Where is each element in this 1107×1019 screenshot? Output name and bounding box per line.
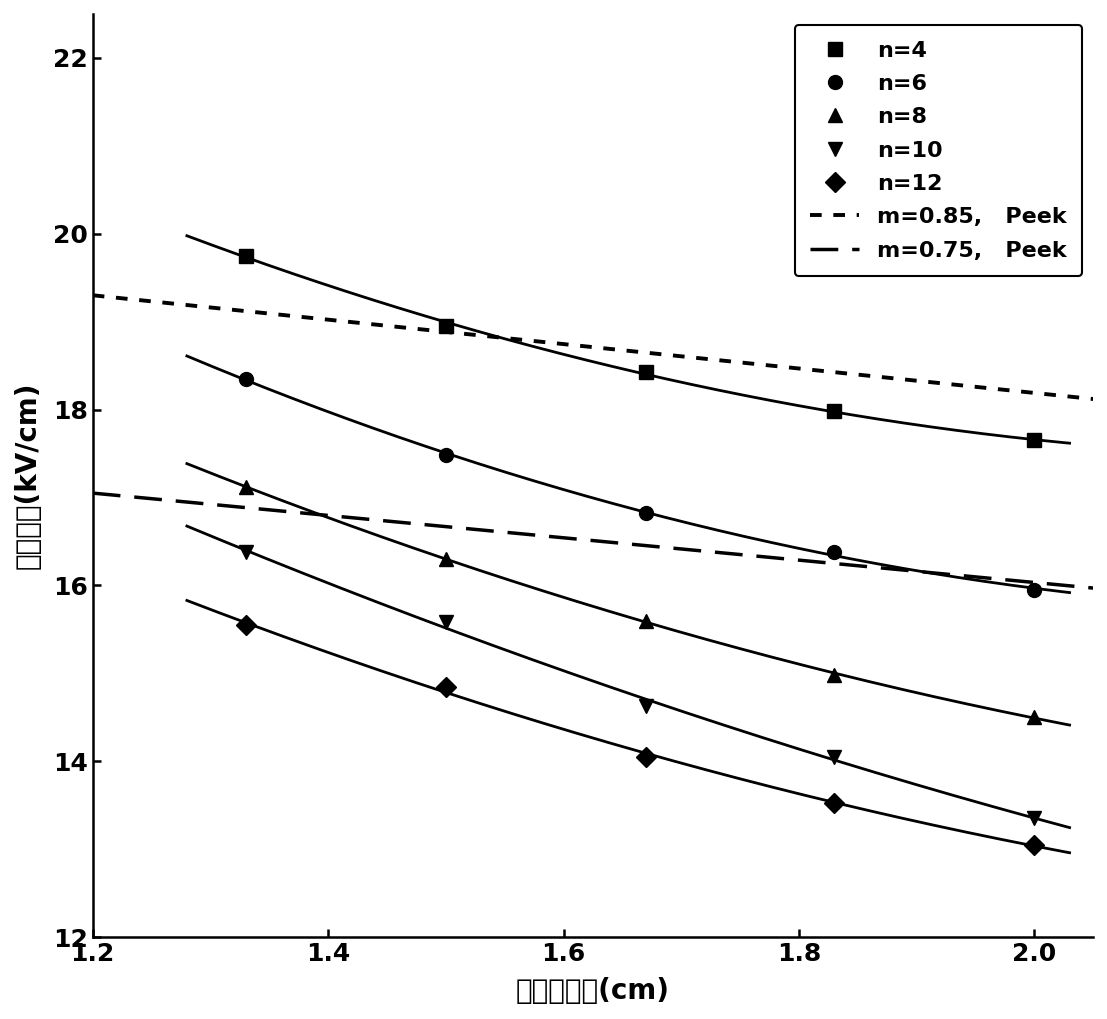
n=12 bbox=[639, 751, 652, 763]
n=6 bbox=[828, 546, 841, 558]
Line: n=8: n=8 bbox=[239, 480, 1042, 725]
n=12 bbox=[1027, 839, 1041, 851]
Line: n=10: n=10 bbox=[239, 545, 1042, 825]
n=12 bbox=[439, 681, 453, 693]
n=4 bbox=[828, 406, 841, 418]
n=10 bbox=[439, 616, 453, 629]
X-axis label: 子导线半径(cm): 子导线半径(cm) bbox=[516, 977, 670, 1005]
n=10 bbox=[639, 700, 652, 712]
Line: n=4: n=4 bbox=[239, 249, 1042, 447]
n=6 bbox=[1027, 584, 1041, 596]
Y-axis label: 起晕场强(kV/cm): 起晕场强(kV/cm) bbox=[14, 382, 42, 570]
n=10 bbox=[828, 751, 841, 763]
n=4 bbox=[439, 320, 453, 332]
n=8 bbox=[439, 553, 453, 566]
n=4 bbox=[1027, 434, 1041, 446]
Line: n=6: n=6 bbox=[239, 372, 1042, 597]
Line: n=12: n=12 bbox=[239, 619, 1042, 852]
n=12 bbox=[828, 798, 841, 810]
n=8 bbox=[828, 669, 841, 682]
n=4 bbox=[639, 366, 652, 378]
n=8 bbox=[639, 614, 652, 627]
n=8 bbox=[1027, 711, 1041, 723]
n=10 bbox=[239, 546, 252, 558]
n=8 bbox=[239, 481, 252, 493]
n=6 bbox=[439, 449, 453, 462]
Legend: n=4, n=6, n=8, n=10, n=12, m=0.85,   Peek, m=0.75,   Peek: n=4, n=6, n=8, n=10, n=12, m=0.85, Peek,… bbox=[795, 25, 1082, 276]
n=4 bbox=[239, 250, 252, 262]
n=10 bbox=[1027, 812, 1041, 824]
n=6 bbox=[239, 373, 252, 385]
n=6 bbox=[639, 507, 652, 520]
n=12 bbox=[239, 619, 252, 631]
